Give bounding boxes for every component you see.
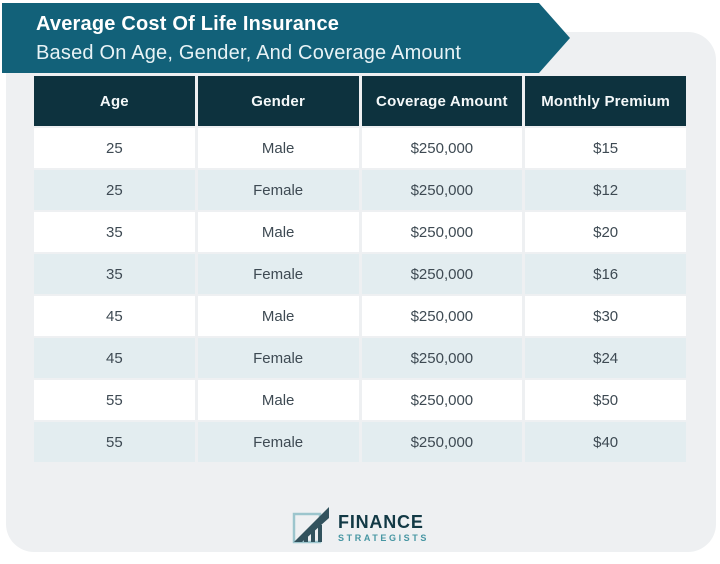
finance-strategists-logo-icon [291,505,331,550]
cell-coverage: $250,000 [361,254,523,294]
table-row: 55 Male $250,000 $50 [34,380,686,420]
cell-gender: Male [197,296,359,336]
cell-coverage: $250,000 [361,128,523,168]
cell-age: 45 [34,338,195,378]
column-header-premium: Monthly Premium [525,76,686,126]
cell-gender: Female [197,170,359,210]
cell-premium: $40 [525,422,686,462]
table-row: 35 Male $250,000 $20 [34,212,686,252]
brand-name: FINANCE [338,511,424,532]
cell-coverage: $250,000 [361,338,523,378]
cell-premium: $30 [525,296,686,336]
cell-premium: $15 [525,128,686,168]
cell-premium: $12 [525,170,686,210]
cell-age: 25 [34,170,195,210]
page-subtitle: Based On Age, Gender, And Coverage Amoun… [36,41,462,64]
cell-age: 55 [34,422,195,462]
cell-coverage: $250,000 [361,212,523,252]
table-row: 25 Male $250,000 $15 [34,128,686,168]
cell-age: 35 [34,212,195,252]
cell-coverage: $250,000 [361,380,523,420]
brand-subtitle: STRATEGISTS [338,532,429,543]
cell-age: 55 [34,380,195,420]
cell-age: 35 [34,254,195,294]
cell-gender: Male [197,380,359,420]
cell-gender: Female [197,338,359,378]
column-header-age: Age [34,76,195,126]
cell-coverage: $250,000 [361,170,523,210]
brand-wordmark: FINANCE STRATEGISTS [338,513,429,543]
cell-age: 25 [34,128,195,168]
insurance-cost-table: Age Gender Coverage Amount Monthly Premi… [31,74,689,464]
cell-age: 45 [34,296,195,336]
table-row: 25 Female $250,000 $12 [34,170,686,210]
table-body: 25 Male $250,000 $15 25 Female $250,000 … [34,128,686,462]
cell-gender: Male [197,128,359,168]
cell-gender: Female [197,422,359,462]
cell-coverage: $250,000 [361,296,523,336]
cell-gender: Male [197,212,359,252]
table-row: 45 Male $250,000 $30 [34,296,686,336]
table-container: Age Gender Coverage Amount Monthly Premi… [0,74,720,464]
cell-premium: $24 [525,338,686,378]
table-header-row: Age Gender Coverage Amount Monthly Premi… [34,76,686,126]
title-banner: Average Cost Of Life Insurance Based On … [2,3,570,73]
cell-premium: $20 [525,212,686,252]
table-header: Age Gender Coverage Amount Monthly Premi… [34,76,686,126]
cell-premium: $16 [525,254,686,294]
table-row: 55 Female $250,000 $40 [34,422,686,462]
table-row: 35 Female $250,000 $16 [34,254,686,294]
cell-coverage: $250,000 [361,422,523,462]
column-header-gender: Gender [197,76,359,126]
cell-gender: Female [197,254,359,294]
column-header-coverage: Coverage Amount [361,76,523,126]
table-row: 45 Female $250,000 $24 [34,338,686,378]
cell-premium: $50 [525,380,686,420]
brand-footer: FINANCE STRATEGISTS [0,505,720,550]
page-title: Average Cost Of Life Insurance [36,12,340,35]
